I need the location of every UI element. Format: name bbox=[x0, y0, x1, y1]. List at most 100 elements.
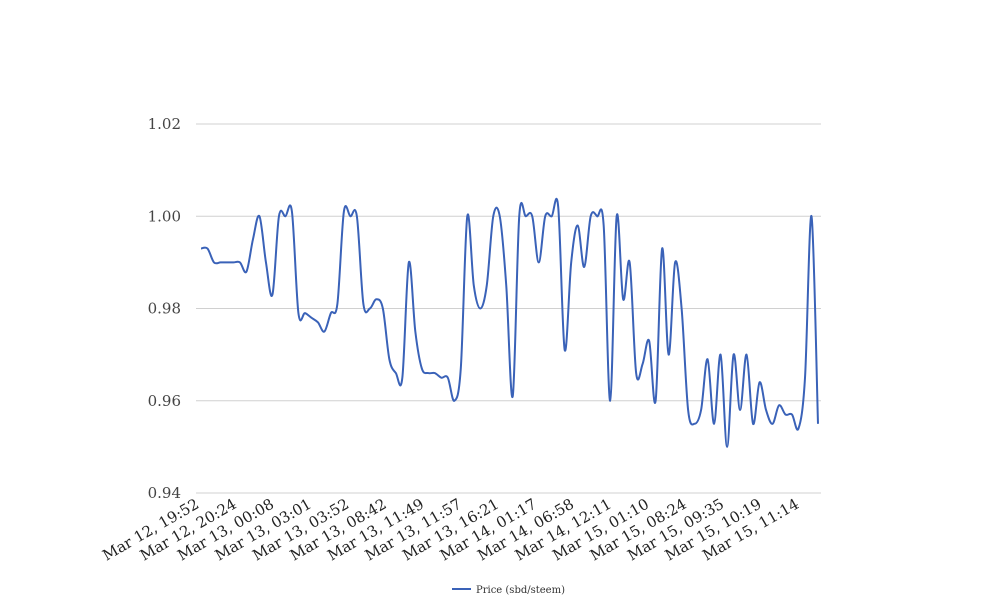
data-point bbox=[726, 446, 728, 448]
data-point bbox=[363, 303, 365, 305]
data-point bbox=[492, 215, 494, 217]
legend: Price (sbd/steem) bbox=[452, 585, 565, 596]
data-point bbox=[298, 312, 300, 314]
data-point bbox=[733, 354, 735, 356]
data-point bbox=[642, 363, 644, 365]
data-point bbox=[395, 372, 397, 374]
data-point bbox=[441, 377, 443, 379]
data-point bbox=[505, 285, 507, 287]
data-point bbox=[466, 215, 468, 217]
data-point bbox=[707, 358, 709, 360]
data-point bbox=[278, 215, 280, 217]
data-point bbox=[324, 331, 326, 333]
data-point bbox=[551, 215, 553, 217]
y-tick-label: 1.00 bbox=[148, 207, 181, 225]
data-point bbox=[460, 368, 462, 370]
data-point bbox=[603, 225, 605, 227]
data-point bbox=[518, 215, 520, 217]
data-point bbox=[330, 312, 332, 314]
data-point bbox=[207, 248, 209, 250]
data-point bbox=[752, 423, 754, 425]
data-point bbox=[246, 271, 248, 273]
data-point bbox=[239, 262, 241, 264]
data-point bbox=[350, 215, 352, 217]
data-point bbox=[648, 340, 650, 342]
data-point bbox=[590, 215, 592, 217]
data-point bbox=[453, 400, 455, 402]
data-point bbox=[564, 349, 566, 351]
data-point bbox=[304, 312, 306, 314]
data-point bbox=[817, 423, 819, 425]
data-point bbox=[226, 262, 228, 264]
data-point bbox=[596, 215, 598, 217]
data-point bbox=[213, 262, 215, 264]
data-point bbox=[337, 303, 339, 305]
data-point bbox=[428, 372, 430, 374]
series-line-price bbox=[200, 197, 819, 448]
data-point bbox=[434, 372, 436, 374]
y-tick-label: 1.02 bbox=[148, 115, 181, 133]
data-point bbox=[200, 248, 202, 250]
data-point bbox=[376, 298, 378, 300]
data-point bbox=[570, 262, 572, 264]
data-point bbox=[629, 262, 631, 264]
data-point bbox=[804, 377, 806, 379]
data-point bbox=[616, 215, 618, 217]
data-point bbox=[233, 262, 235, 264]
data-point bbox=[479, 308, 481, 310]
data-point bbox=[382, 308, 384, 310]
data-point bbox=[544, 215, 546, 217]
data-point bbox=[265, 262, 267, 264]
data-point bbox=[661, 248, 663, 250]
data-point bbox=[700, 409, 702, 411]
data-point bbox=[609, 400, 611, 402]
data-point bbox=[538, 262, 540, 264]
data-point bbox=[285, 215, 287, 217]
data-point bbox=[317, 322, 319, 324]
y-axis-ticks: 0.94 0.96 0.98 1.00 1.02 bbox=[148, 115, 181, 502]
data-point bbox=[252, 239, 254, 241]
legend-label: Price (sbd/steem) bbox=[476, 585, 565, 596]
data-point bbox=[525, 215, 527, 217]
data-point bbox=[531, 215, 533, 217]
data-point bbox=[635, 372, 637, 374]
data-point bbox=[343, 211, 345, 213]
data-point bbox=[668, 354, 670, 356]
data-point bbox=[785, 414, 787, 416]
data-point bbox=[291, 211, 293, 213]
data-point bbox=[655, 400, 657, 402]
data-point bbox=[739, 409, 741, 411]
data-point bbox=[557, 206, 559, 208]
data-point bbox=[713, 423, 715, 425]
y-tick-label: 0.96 bbox=[148, 392, 181, 410]
data-point bbox=[791, 414, 793, 416]
data-point bbox=[681, 308, 683, 310]
data-point bbox=[220, 262, 222, 264]
data-point bbox=[811, 215, 813, 217]
series-layer bbox=[200, 197, 819, 448]
data-point bbox=[674, 262, 676, 264]
data-point bbox=[765, 409, 767, 411]
data-point bbox=[798, 428, 800, 430]
y-tick-label: 0.94 bbox=[148, 484, 181, 502]
data-point bbox=[356, 215, 358, 217]
data-point bbox=[408, 262, 410, 264]
data-point bbox=[512, 395, 514, 397]
data-point bbox=[473, 285, 475, 287]
data-point bbox=[447, 377, 449, 379]
data-point bbox=[720, 354, 722, 356]
data-point bbox=[759, 382, 761, 384]
data-point bbox=[369, 308, 371, 310]
data-point bbox=[499, 215, 501, 217]
y-tick-label: 0.98 bbox=[148, 300, 181, 318]
data-point bbox=[577, 225, 579, 227]
data-point bbox=[772, 423, 774, 425]
data-point bbox=[415, 331, 417, 333]
data-point bbox=[272, 294, 274, 296]
data-point bbox=[622, 298, 624, 300]
data-point bbox=[486, 285, 488, 287]
data-point bbox=[687, 409, 689, 411]
data-point bbox=[421, 368, 423, 370]
